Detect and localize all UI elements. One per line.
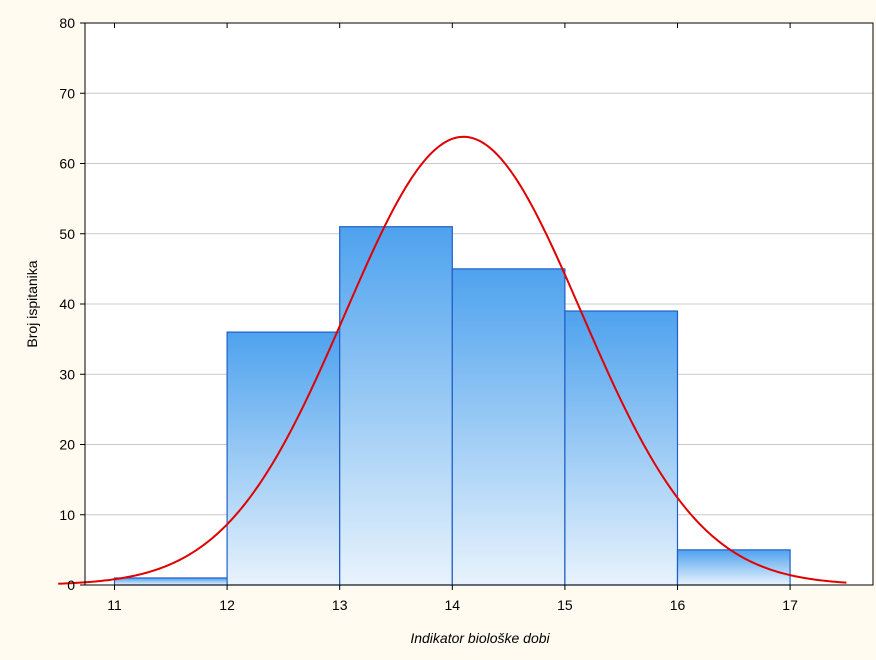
y-tick-label: 40 — [59, 296, 75, 312]
y-tick-label: 10 — [59, 507, 75, 523]
histogram-bar — [676, 549, 791, 586]
x-axis-label: Indikator biološke dobi — [410, 630, 550, 646]
x-tick-label: 11 — [107, 597, 122, 613]
axis-ticks: 0 10 20 30 40 50 60 70 80 11 12 13 14 15 16 17 — [59, 15, 798, 613]
x-tick-label: 13 — [332, 597, 348, 613]
x-tick-label: 12 — [219, 597, 235, 613]
y-tick-label: 0 — [67, 577, 75, 593]
y-tick-label: 20 — [59, 437, 75, 453]
x-tick-label: 17 — [782, 597, 798, 613]
x-tick-label: 14 — [445, 597, 461, 613]
x-tick-label: 15 — [557, 597, 573, 613]
normal-curve-group — [58, 135, 847, 585]
y-tick-label: 80 — [59, 15, 75, 31]
histogram-bar — [226, 331, 341, 586]
histogram-bars — [113, 226, 791, 586]
normal-curve — [58, 135, 847, 585]
y-tick-label: 70 — [59, 85, 75, 101]
histogram-bar — [113, 577, 228, 586]
y-tick-label: 60 — [59, 156, 75, 172]
histogram-bar — [564, 310, 679, 586]
histogram-bar — [451, 268, 566, 586]
y-axis-label: Broj ispitanika — [24, 260, 40, 347]
x-tick-label: 16 — [670, 597, 686, 613]
y-tick-label: 30 — [59, 366, 75, 382]
y-tick-label: 50 — [59, 226, 75, 242]
histogram-bar — [339, 226, 453, 586]
